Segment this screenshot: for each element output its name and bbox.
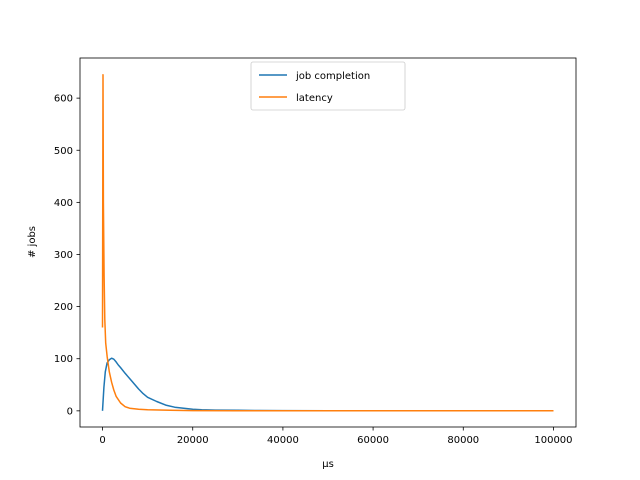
x-tick-label: 60000: [357, 435, 389, 446]
y-tick-label: 600: [54, 94, 73, 105]
y-tick-label: 400: [54, 198, 73, 209]
x-tick-label: 40000: [267, 435, 299, 446]
y-axis-label: # jobs: [27, 226, 38, 258]
x-tick-label: 20000: [177, 435, 209, 446]
series-layer: [101, 73, 554, 412]
series-line-latency: [101, 73, 554, 412]
x-tick-label: 80000: [447, 435, 479, 446]
y-tick-label: 100: [54, 354, 73, 365]
y-tick-label: 300: [54, 250, 73, 261]
plot-frame: [79, 57, 577, 428]
legend-label: latency: [296, 93, 333, 104]
y-axis: 0 100 200 300 400 500 600: [54, 94, 80, 417]
x-tick-label: 100000: [534, 435, 572, 446]
legend: job completion latency: [250, 61, 406, 111]
plot-area: [80, 58, 576, 427]
x-axis: 0 20000 40000 60000 80000 100000: [99, 427, 573, 446]
legend-label: job completion: [295, 71, 370, 82]
legend-box: [250, 61, 406, 111]
y-tick-label: 0: [67, 406, 73, 417]
x-tick-label: 0: [99, 435, 105, 446]
y-tick-label: 200: [54, 302, 73, 313]
y-tick-label: 500: [54, 146, 73, 157]
x-axis-label: µs: [322, 459, 334, 470]
